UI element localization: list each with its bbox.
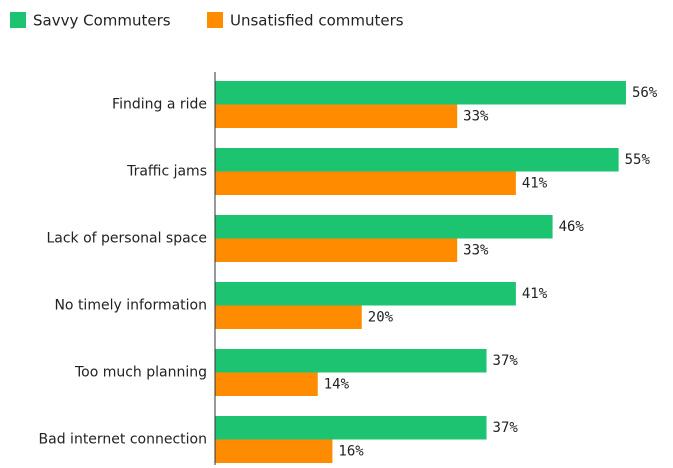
value-label: 56% (632, 85, 658, 101)
y-tick-label: Finding a ride (112, 97, 207, 113)
value-label: 37% (493, 353, 519, 369)
legend-swatch (10, 12, 26, 28)
y-tick-label: No timely information (54, 298, 207, 314)
bar (215, 372, 318, 396)
bar (215, 282, 516, 306)
bar (215, 148, 619, 172)
bar (215, 349, 487, 373)
value-label: 46% (559, 219, 585, 235)
bar (215, 81, 626, 105)
legend-swatch (207, 12, 223, 28)
value-label: 20% (368, 309, 394, 325)
legend-label: Savvy Commuters (33, 12, 171, 30)
bar (215, 238, 458, 262)
bar (215, 215, 553, 239)
value-label: 55% (625, 152, 651, 168)
bar (215, 171, 516, 195)
bar (215, 416, 487, 440)
legend-label: Unsatisfied commuters (230, 12, 404, 30)
value-label: 14% (324, 376, 350, 392)
y-tick-label: Bad internet connection (39, 432, 207, 448)
value-label: 33% (463, 108, 489, 124)
bar (215, 104, 458, 128)
value-label: 41% (522, 175, 548, 191)
value-label: 37% (493, 420, 519, 436)
y-tick-label: Too much planning (74, 365, 207, 381)
y-tick-label: Traffic jams (126, 164, 207, 180)
value-label: 16% (338, 443, 364, 459)
bar (215, 439, 333, 463)
value-label: 33% (463, 242, 489, 258)
y-tick-label: Lack of personal space (46, 231, 207, 247)
value-label: 41% (522, 286, 548, 302)
bar (215, 305, 362, 329)
